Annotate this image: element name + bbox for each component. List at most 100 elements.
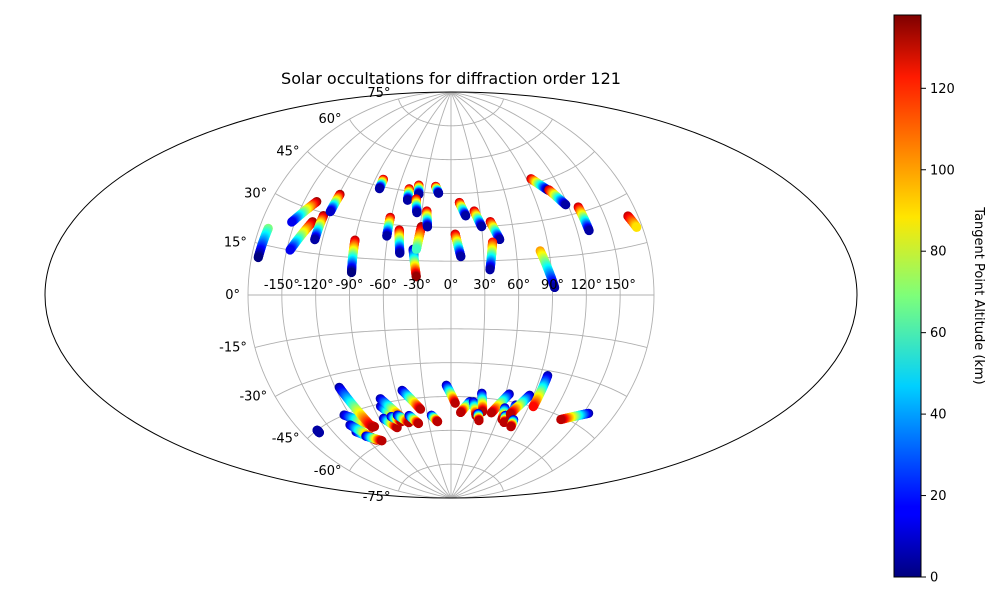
parallel-line	[398, 98, 504, 127]
occultation-point	[411, 244, 421, 254]
occultation-point	[415, 404, 426, 414]
occultation-track	[411, 194, 422, 218]
latitude-tick-label: -60°	[314, 464, 342, 479]
occultation-point	[434, 188, 444, 198]
latitude-tick-label: 60°	[318, 112, 341, 127]
occultation-point	[422, 222, 433, 232]
occultation-track	[392, 410, 414, 428]
occultation-track	[402, 184, 414, 205]
latitude-tick-label: 75°	[367, 86, 390, 101]
latitude-tick-label: -45°	[272, 432, 300, 447]
parallel-line	[349, 118, 553, 161]
occultation-point	[556, 414, 566, 425]
longitude-tick-label: -150°	[264, 278, 300, 293]
occultation-point	[455, 407, 466, 418]
longitude-tick-labels: -150°-120° -90° -60° -30° 0° 30° 60° 90° 120° 150…	[264, 278, 636, 293]
occultation-track	[544, 185, 571, 210]
occultation-track	[382, 212, 395, 241]
occultation-track	[528, 371, 553, 412]
occultation-point	[632, 222, 642, 232]
parallel-line	[254, 328, 648, 348]
colorbar-tick-label: 0	[930, 571, 938, 586]
occultation-point	[285, 245, 295, 255]
colorbar-tick-label: 80	[930, 245, 947, 260]
occultation-point	[495, 234, 505, 245]
occultation-point	[411, 272, 421, 282]
occultation-track	[485, 216, 505, 245]
occultation-track	[325, 189, 345, 217]
occultation-track	[573, 202, 594, 236]
occultation-track	[505, 390, 535, 419]
longitude-tick-label: 150°	[605, 278, 636, 293]
occultation-point	[450, 398, 460, 408]
colorbar-tick-label: 120	[930, 82, 955, 97]
occultation-track	[422, 206, 433, 232]
occultation-track	[253, 223, 273, 263]
occultation-point	[433, 417, 443, 427]
occultation-point	[395, 248, 405, 258]
occultation-track	[623, 211, 642, 232]
occultation-track	[394, 225, 405, 258]
latitude-tick-label: 15°	[224, 235, 247, 250]
occultation-track	[450, 229, 466, 262]
colorbar-ticks: 0 20 40 60 80 100 120	[921, 82, 955, 586]
occultation-track	[506, 415, 519, 432]
occultation-track	[312, 425, 324, 438]
parallel-line	[349, 429, 553, 472]
occultation-track	[397, 385, 426, 414]
longitude-tick-label: 30°	[473, 278, 496, 293]
occultation-track	[414, 180, 424, 199]
occultation-point	[413, 418, 424, 429]
occultation-point	[412, 208, 422, 218]
latitude-tick-label: 45°	[276, 144, 299, 159]
occultation-track	[374, 174, 388, 194]
occultation-point	[253, 252, 263, 263]
occultation-track	[469, 206, 487, 232]
latitude-tick-label: -15°	[219, 341, 247, 356]
longitude-tick-label: -60°	[369, 278, 397, 293]
occultation-track	[346, 235, 360, 278]
occultation-track	[441, 380, 460, 408]
occultation-track	[310, 211, 329, 245]
occultation-point	[550, 282, 560, 293]
occultation-track	[454, 197, 471, 221]
longitude-tick-label: 60°	[507, 278, 530, 293]
occultation-point	[346, 267, 357, 278]
occultation-point	[561, 200, 571, 210]
parallel-line	[254, 242, 648, 262]
occultation-point	[528, 401, 538, 412]
occultation-point	[287, 217, 297, 227]
colorbar-tick-label: 100	[930, 163, 955, 178]
longitude-tick-label: -90°	[336, 278, 364, 293]
occultation-track	[486, 389, 514, 418]
longitude-tick-label: -30°	[403, 278, 431, 293]
occultation-track	[334, 382, 377, 432]
occultation-points	[253, 174, 642, 446]
occultation-track	[426, 410, 443, 427]
colorbar-label: Tangent Point Altitude (km)	[971, 206, 986, 384]
occultation-point	[477, 222, 487, 232]
occultation-point	[314, 428, 324, 438]
occultation-point	[325, 207, 335, 217]
latitude-tick-label: 0°	[225, 288, 240, 303]
occultation-point	[367, 422, 377, 432]
occultation-point	[382, 231, 392, 241]
latitude-tick-labels: 75° 60° 45° 30° 15° 0° -15° -30° -45° -60° -75°	[219, 86, 390, 505]
occultation-track	[411, 222, 426, 254]
occultation-point	[310, 234, 320, 245]
longitude-tick-label: 0°	[444, 278, 459, 293]
occultation-track	[431, 181, 444, 198]
occultation-track	[287, 197, 322, 227]
map-outline	[44, 91, 858, 499]
longitude-tick-label: 90°	[541, 278, 564, 293]
occultation-point	[485, 265, 495, 275]
colorbar-tick-label: 20	[930, 489, 947, 504]
latitude-tick-label: -30°	[239, 389, 267, 404]
colorbar-tick-label: 60	[930, 326, 947, 341]
occultation-track	[535, 246, 560, 293]
map-grid	[247, 92, 655, 498]
colorbar-gradient	[893, 14, 922, 578]
occultation-track	[473, 408, 484, 426]
parallel-line	[398, 463, 504, 492]
occultation-point	[374, 184, 385, 194]
